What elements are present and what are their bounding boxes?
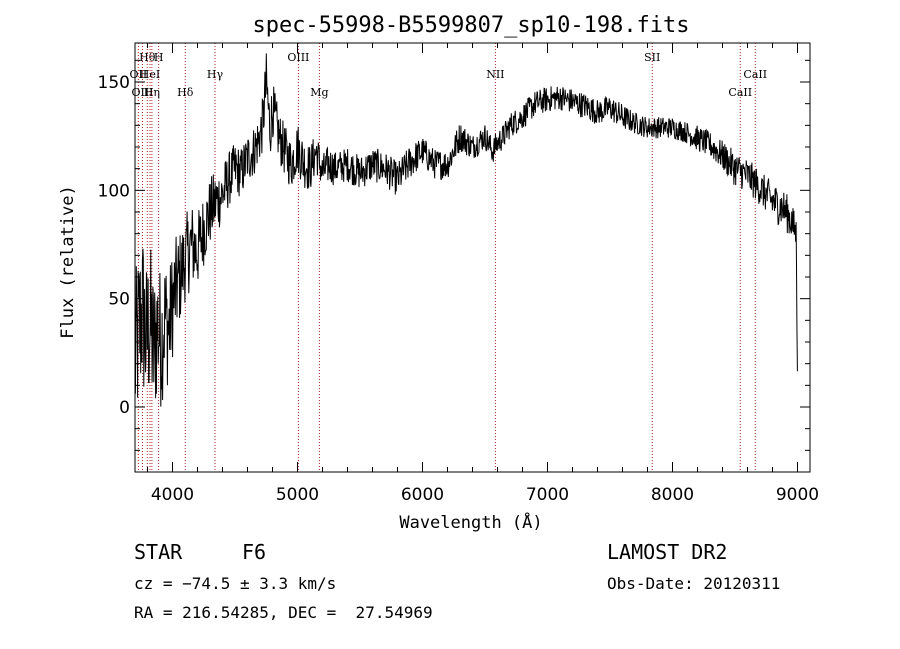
line-marker-label: Hθ [139,51,156,64]
x-tick-label: 7000 [526,485,569,505]
line-marker-label: Hγ [207,68,224,81]
survey-name: LAMOST DR2 [607,540,728,564]
x-tick-label: 6000 [401,485,444,505]
line-marker-label: OIII [287,51,309,64]
spectral-subclass: F6 [242,540,267,564]
line-marker-label: NII [486,68,504,81]
x-tick-label: 8000 [651,485,694,505]
y-tick-label: 150 [98,73,130,93]
x-tick-label: 9000 [776,485,819,505]
line-marker-label: Mg [310,86,328,99]
line-marker-label: OIII [131,86,153,99]
line-marker-label: HeI [140,68,160,81]
x-tick-label: 4000 [151,485,194,505]
redshift-readout: cz = −74.5 ± 3.3 km/s [134,574,337,593]
line-marker-label: CaII [728,86,752,99]
line-marker-label: CaII [743,68,767,81]
line-marker-label: SII [644,51,660,64]
line-marker-label: Hη [144,86,160,99]
y-tick-label: 0 [119,398,130,418]
line-marker-label: Hδ [177,86,194,99]
line-marker-label: H [154,51,164,64]
obs-date: Obs-Date: 20120311 [607,574,781,593]
spectrum-line [134,53,798,407]
y-axis-label: Flux (relative) [58,185,78,339]
x-tick-label: 5000 [276,485,319,505]
coordinates: RA = 216.54285, DEC = 27.54969 [134,603,433,622]
y-tick-label: 100 [98,181,130,201]
line-marker-label: OII [130,68,148,81]
x-axis-label: Wavelength (Å) [399,511,542,533]
axes: 4000 5000 6000 7000 8000 9000 0 50 100 150 [98,42,819,505]
y-tick-label: 50 [108,290,130,310]
spectrum-chart: spec-55998-B5599807_sp10-198.fits HθH OII… [58,13,819,533]
plot-frame [134,42,811,473]
object-type: STAR [134,540,183,564]
chart-title: spec-55998-B5599807_sp10-198.fits [252,13,689,38]
